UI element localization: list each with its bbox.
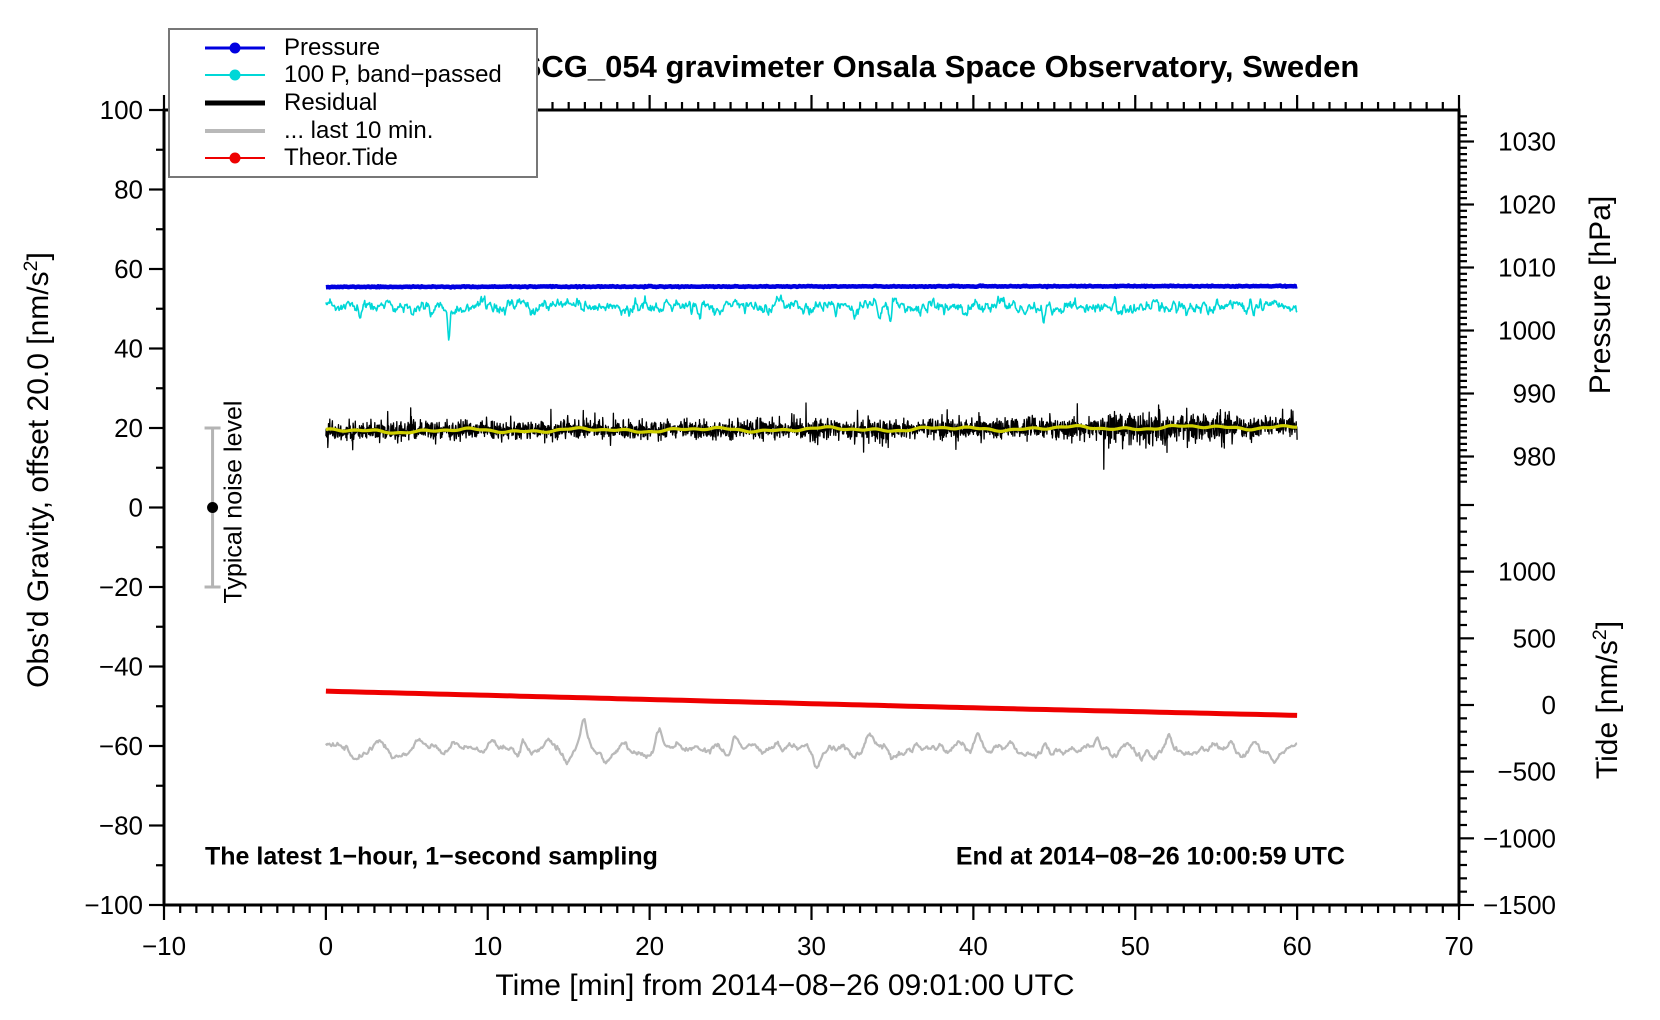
legend-label: Residual <box>284 88 378 116</box>
x-axis-tick-label: 30 <box>797 931 826 961</box>
x-axis-tick-label: 60 <box>1283 931 1312 961</box>
legend: Pressure 100 P, band−passed Residual ...… <box>168 28 538 178</box>
x-axis-title: Time [min] from 2014−08−26 09:01:00 UTC <box>495 969 1075 1002</box>
pressure-axis-tick-label: 1010 <box>1498 253 1556 283</box>
legend-entry-last10min: ... last 10 min. <box>170 117 536 144</box>
left-axis-title: Obs'd Gravity, offset 20.0 [nm/s2] <box>20 252 55 688</box>
legend-entry-theortide: Theor.Tide <box>170 144 536 172</box>
series-pressure <box>324 283 1299 290</box>
pressure-axis-tick-label: 1030 <box>1498 127 1556 157</box>
pressure-axis-tick-label: 980 <box>1513 442 1556 472</box>
left-axis-tick-label: 100 <box>100 95 143 125</box>
series-residual <box>325 402 1298 470</box>
tide-axis-tick-label: −1000 <box>1483 823 1556 853</box>
x-axis-tick-label: −10 <box>142 931 186 961</box>
last10min-line-sample-icon <box>205 121 265 141</box>
tide-axis-tick-label: −1500 <box>1483 890 1556 920</box>
tide-axis-tick-label: 1000 <box>1498 557 1556 587</box>
left-axis-tick-label: 40 <box>114 334 143 364</box>
plot-border <box>162 108 1461 907</box>
legend-label: ... last 10 min. <box>284 116 434 144</box>
legend-label: Theor.Tide <box>284 144 398 172</box>
left-axis-tick-label: −20 <box>99 572 143 602</box>
chart-title: SCG_054 gravimeter Onsala Space Observat… <box>520 49 1360 84</box>
series-band-passed <box>325 294 1298 341</box>
sampling-annotation: The latest 1−hour, 1−second sampling <box>205 842 658 871</box>
pressure-axis-tick-label: 1000 <box>1498 316 1556 346</box>
left-axis-tick-label: 20 <box>114 413 143 443</box>
legend-entry-pressure: Pressure <box>170 34 536 61</box>
pressure-line-sample-icon <box>205 38 265 58</box>
x-axis-tick-label: 70 <box>1445 931 1474 961</box>
left-axis-tick-label: −60 <box>99 731 143 761</box>
series-residual-smoothed <box>325 423 1298 435</box>
x-axis-tick-label: 0 <box>319 931 333 961</box>
legend-entry-residual: Residual <box>170 89 536 116</box>
x-axis-tick-label: 20 <box>635 931 664 961</box>
theortide-line-sample-icon <box>205 148 265 168</box>
bandpassed-line-sample-icon <box>205 65 265 85</box>
left-axis-tick-label: 0 <box>129 493 143 523</box>
x-axis-tick-label: 40 <box>959 931 988 961</box>
noise-level-label: Typical noise level <box>219 400 248 604</box>
residual-line-sample-icon <box>205 93 265 113</box>
end-time-annotation: End at 2014−08−26 10:00:59 UTC <box>955 842 1345 871</box>
x-axis-tick-label: 50 <box>1121 931 1150 961</box>
left-axis-tick-label: 60 <box>114 254 143 284</box>
series-last-10-min <box>324 717 1298 770</box>
left-axis-tick-label: 80 <box>114 175 143 205</box>
tide-axis-tick-label: 500 <box>1513 623 1556 653</box>
pressure-axis-tick-label: 990 <box>1513 379 1556 409</box>
noise-mean-dot <box>207 502 219 513</box>
pressure-axis-tick-label: 1020 <box>1498 190 1556 220</box>
tide-axis-title: Tide [nm/s2] <box>1589 620 1624 780</box>
left-axis-tick-label: −40 <box>99 652 143 682</box>
legend-label: Pressure <box>284 33 381 61</box>
legend-label: 100 P, band−passed <box>284 61 502 89</box>
x-axis-tick-label: 10 <box>473 931 502 961</box>
pressure-axis-title: Pressure [hPa] <box>1584 195 1617 395</box>
series-theor-tide <box>325 688 1298 718</box>
left-axis-tick-label: −80 <box>99 811 143 841</box>
tide-axis-tick-label: 0 <box>1542 690 1556 720</box>
tide-axis-tick-label: −500 <box>1497 757 1556 787</box>
left-axis-tick-label: −100 <box>84 890 143 920</box>
legend-entry-bandpassed: 100 P, band−passed <box>170 61 536 89</box>
